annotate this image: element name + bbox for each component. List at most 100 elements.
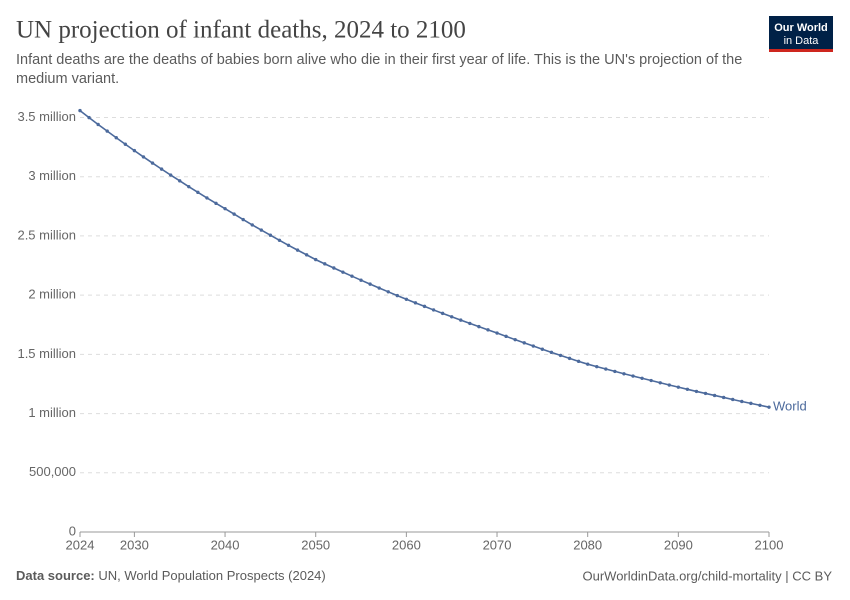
- x-tick-label: 2090: [664, 537, 693, 552]
- data-point: [413, 301, 418, 305]
- data-point: [150, 161, 155, 165]
- data-point: [449, 315, 454, 319]
- y-tick-label: 500,000: [29, 464, 76, 479]
- data-point: [531, 344, 535, 348]
- data-point: [604, 367, 608, 371]
- y-tick-label: 1.5 million: [17, 346, 76, 361]
- data-point: [268, 233, 273, 237]
- data-point: [295, 248, 300, 252]
- data-point: [721, 395, 726, 400]
- x-tick-label: 2030: [120, 537, 149, 552]
- data-point: [685, 387, 690, 391]
- data-point: [731, 397, 735, 402]
- y-tick-label: 1 million: [28, 405, 76, 420]
- data-point: [431, 308, 436, 312]
- data-point: [377, 286, 381, 290]
- logo[interactable]: Our World in Data: [769, 16, 833, 52]
- x-tick-label: 2050: [301, 537, 330, 552]
- data-point: [649, 378, 653, 383]
- data-point: [223, 206, 227, 211]
- subtitle-box: Infant deaths are the deaths of babies b…: [16, 52, 743, 87]
- data-point: [703, 391, 708, 396]
- data-point: [422, 304, 427, 309]
- series-line: [79, 109, 770, 408]
- logo-text: in Data: [784, 35, 820, 47]
- data-point: [486, 328, 490, 332]
- data-point: [196, 190, 200, 195]
- data-point: [87, 115, 91, 120]
- data-point: [386, 290, 390, 294]
- data-point: [114, 136, 118, 140]
- data-point: [187, 184, 191, 189]
- data-point: [758, 403, 762, 407]
- x-tick-label: 2040: [211, 537, 240, 552]
- data-point: [232, 212, 236, 216]
- data-point: [440, 311, 445, 316]
- data-point: [105, 129, 109, 133]
- data-point: [141, 155, 146, 159]
- source: Data source: UN, World Population Prospe…: [16, 568, 326, 583]
- data-point: [123, 142, 128, 146]
- data-point: [522, 341, 526, 345]
- data-point: [178, 179, 182, 183]
- data-point: [314, 257, 318, 262]
- data-point: [667, 383, 671, 387]
- data-point: [640, 376, 644, 380]
- data-point: [585, 362, 590, 366]
- data-point: [304, 253, 309, 257]
- series-label: World: [773, 399, 807, 414]
- x-tick-label: 2070: [483, 537, 512, 552]
- data-point: [613, 369, 617, 374]
- data-point: [277, 238, 282, 242]
- data-point: [168, 173, 173, 177]
- data-point: [359, 278, 363, 282]
- data-point: [159, 167, 164, 171]
- data-point: [694, 389, 699, 394]
- data-point: [205, 196, 209, 200]
- data-point: [595, 364, 599, 369]
- data-point: [395, 293, 400, 298]
- data-point: [513, 337, 517, 342]
- y-tick-label: 2 million: [28, 287, 76, 302]
- data-point: [576, 359, 581, 364]
- x-tick-label: 2024: [66, 537, 95, 552]
- data-point: [459, 318, 463, 322]
- y-tick-label: 3 million: [28, 168, 76, 183]
- source-label: Data source:: [16, 568, 95, 583]
- credit[interactable]: OurWorldinData.org/child-mortality | CC …: [583, 568, 833, 583]
- data-point: [658, 381, 662, 385]
- data-point: [631, 374, 635, 378]
- data-point: [341, 270, 345, 274]
- source-text: UN, World Population Prospects (2024): [98, 568, 325, 583]
- x-tick-label: 2080: [573, 537, 602, 552]
- data-point: [477, 324, 481, 329]
- y-tick-label: 2.5 million: [17, 227, 76, 242]
- data-point: [749, 401, 753, 406]
- y-tick-label: 0: [69, 523, 76, 538]
- data-point: [286, 243, 291, 247]
- data-point: [495, 331, 499, 335]
- data-point: [622, 372, 626, 376]
- data-point: [540, 347, 545, 351]
- data-point: [549, 350, 554, 355]
- data-point: [332, 266, 336, 270]
- data-point: [96, 122, 100, 127]
- data-point: [504, 334, 508, 339]
- data-point: [712, 393, 717, 398]
- data-point: [350, 274, 354, 278]
- data-point: [404, 297, 409, 301]
- logo-bar: [769, 49, 833, 52]
- data-point: [259, 228, 264, 232]
- logo-bg: [769, 16, 833, 52]
- data-point: [214, 201, 218, 206]
- data-point: [132, 148, 137, 153]
- data-point: [78, 108, 82, 113]
- data-point: [740, 399, 744, 404]
- data-point: [558, 353, 563, 358]
- data-point: [767, 405, 771, 409]
- data-point: [250, 223, 254, 227]
- data-point: [241, 217, 245, 222]
- chart-subtitle: Infant deaths are the deaths of babies b…: [16, 52, 743, 87]
- y-tick-label: 3.5 million: [17, 109, 76, 124]
